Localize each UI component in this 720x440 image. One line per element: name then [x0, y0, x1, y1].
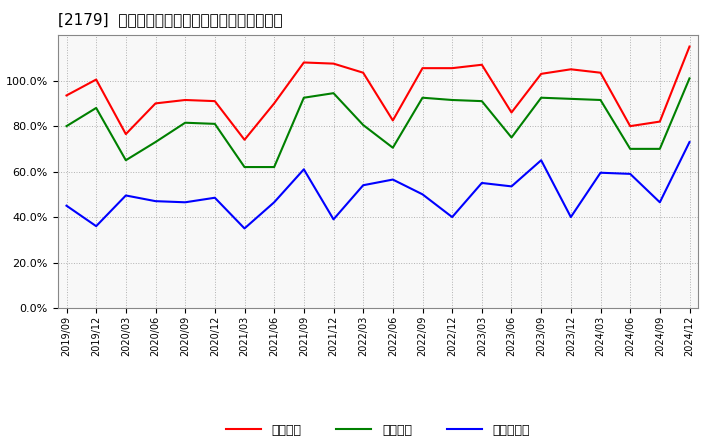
現預金比率	[300, 167, 308, 172]
当座比率	[596, 97, 605, 103]
現預金比率	[92, 224, 101, 229]
Line: 現預金比率: 現預金比率	[66, 142, 690, 228]
流動比率	[122, 132, 130, 137]
当座比率	[240, 165, 249, 170]
当座比率	[300, 95, 308, 100]
当座比率	[151, 139, 160, 145]
当座比率	[418, 95, 427, 100]
現預金比率	[210, 195, 219, 200]
流動比率	[270, 101, 279, 106]
流動比率	[300, 60, 308, 65]
現預金比率	[626, 171, 634, 176]
流動比率	[567, 66, 575, 72]
流動比率	[210, 99, 219, 104]
当座比率	[626, 146, 634, 151]
現預金比率	[270, 200, 279, 205]
現預金比率	[62, 203, 71, 209]
Line: 流動比率: 流動比率	[66, 47, 690, 140]
現預金比率	[477, 180, 486, 186]
現預金比率	[181, 200, 189, 205]
流動比率	[62, 93, 71, 98]
当座比率	[270, 165, 279, 170]
流動比率	[596, 70, 605, 75]
現預金比率	[240, 226, 249, 231]
流動比率	[92, 77, 101, 82]
流動比率	[685, 44, 694, 49]
現預金比率	[418, 192, 427, 197]
当座比率	[507, 135, 516, 140]
現預金比率	[537, 158, 546, 163]
当座比率	[210, 121, 219, 127]
現預金比率	[329, 216, 338, 222]
現預金比率	[685, 139, 694, 145]
現預金比率	[151, 198, 160, 204]
当座比率	[567, 96, 575, 102]
流動比率	[448, 66, 456, 71]
現預金比率	[596, 170, 605, 176]
Line: 当座比率: 当座比率	[66, 78, 690, 167]
当座比率	[329, 91, 338, 96]
流動比率	[477, 62, 486, 67]
当座比率	[359, 122, 367, 128]
流動比率	[655, 119, 664, 124]
Legend: 流動比率, 当座比率, 現預金比率: 流動比率, 当座比率, 現預金比率	[220, 419, 536, 440]
当座比率	[477, 99, 486, 104]
現預金比率	[655, 200, 664, 205]
流動比率	[389, 118, 397, 123]
流動比率	[507, 110, 516, 115]
当座比率	[448, 97, 456, 103]
当座比率	[389, 145, 397, 150]
現預金比率	[359, 183, 367, 188]
当座比率	[122, 158, 130, 163]
現預金比率	[389, 177, 397, 182]
流動比率	[240, 137, 249, 143]
当座比率	[62, 124, 71, 129]
当座比率	[181, 120, 189, 125]
流動比率	[151, 101, 160, 106]
Text: [2179]  流動比率、当座比率、現預金比率の推移: [2179] 流動比率、当座比率、現預金比率の推移	[58, 12, 282, 27]
現預金比率	[507, 184, 516, 189]
当座比率	[685, 76, 694, 81]
流動比率	[537, 71, 546, 77]
当座比率	[92, 105, 101, 110]
当座比率	[537, 95, 546, 100]
流動比率	[418, 66, 427, 71]
流動比率	[359, 70, 367, 75]
流動比率	[329, 61, 338, 66]
流動比率	[626, 124, 634, 129]
現預金比率	[567, 214, 575, 220]
現預金比率	[122, 193, 130, 198]
現預金比率	[448, 214, 456, 220]
当座比率	[655, 146, 664, 151]
流動比率	[181, 97, 189, 103]
